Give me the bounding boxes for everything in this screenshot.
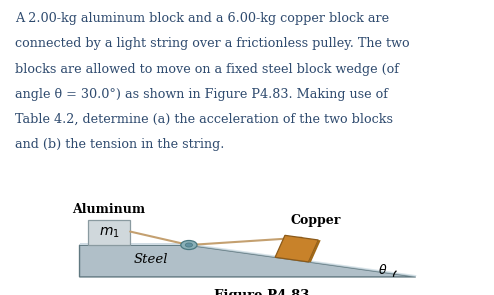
Text: $m_2$: $m_2$ <box>287 241 307 256</box>
Text: Aluminum: Aluminum <box>72 203 145 216</box>
Circle shape <box>181 240 197 250</box>
Bar <box>87 220 130 245</box>
Polygon shape <box>80 245 416 277</box>
Text: Copper: Copper <box>290 214 340 227</box>
Polygon shape <box>189 243 416 277</box>
Polygon shape <box>309 240 321 262</box>
Text: Table 4.2, determine (a) the acceleration of the two blocks: Table 4.2, determine (a) the acceleratio… <box>15 113 393 126</box>
Text: Steel: Steel <box>133 253 167 266</box>
Text: θ: θ <box>378 264 386 277</box>
Polygon shape <box>275 235 318 262</box>
Text: A 2.00-kg aluminum block and a 6.00-kg copper block are: A 2.00-kg aluminum block and a 6.00-kg c… <box>15 12 389 25</box>
Polygon shape <box>80 243 189 245</box>
Text: blocks are allowed to move on a fixed steel block wedge (of: blocks are allowed to move on a fixed st… <box>15 63 399 76</box>
Text: angle θ = 30.0°) as shown in Figure P4.83. Making use of: angle θ = 30.0°) as shown in Figure P4.8… <box>15 88 388 101</box>
Text: Figure P4.83: Figure P4.83 <box>214 289 310 295</box>
Text: and (b) the tension in the string.: and (b) the tension in the string. <box>15 138 224 151</box>
Text: connected by a light string over a frictionless pulley. The two: connected by a light string over a frict… <box>15 37 410 50</box>
Text: $m_1$: $m_1$ <box>98 226 119 240</box>
Circle shape <box>185 243 193 247</box>
